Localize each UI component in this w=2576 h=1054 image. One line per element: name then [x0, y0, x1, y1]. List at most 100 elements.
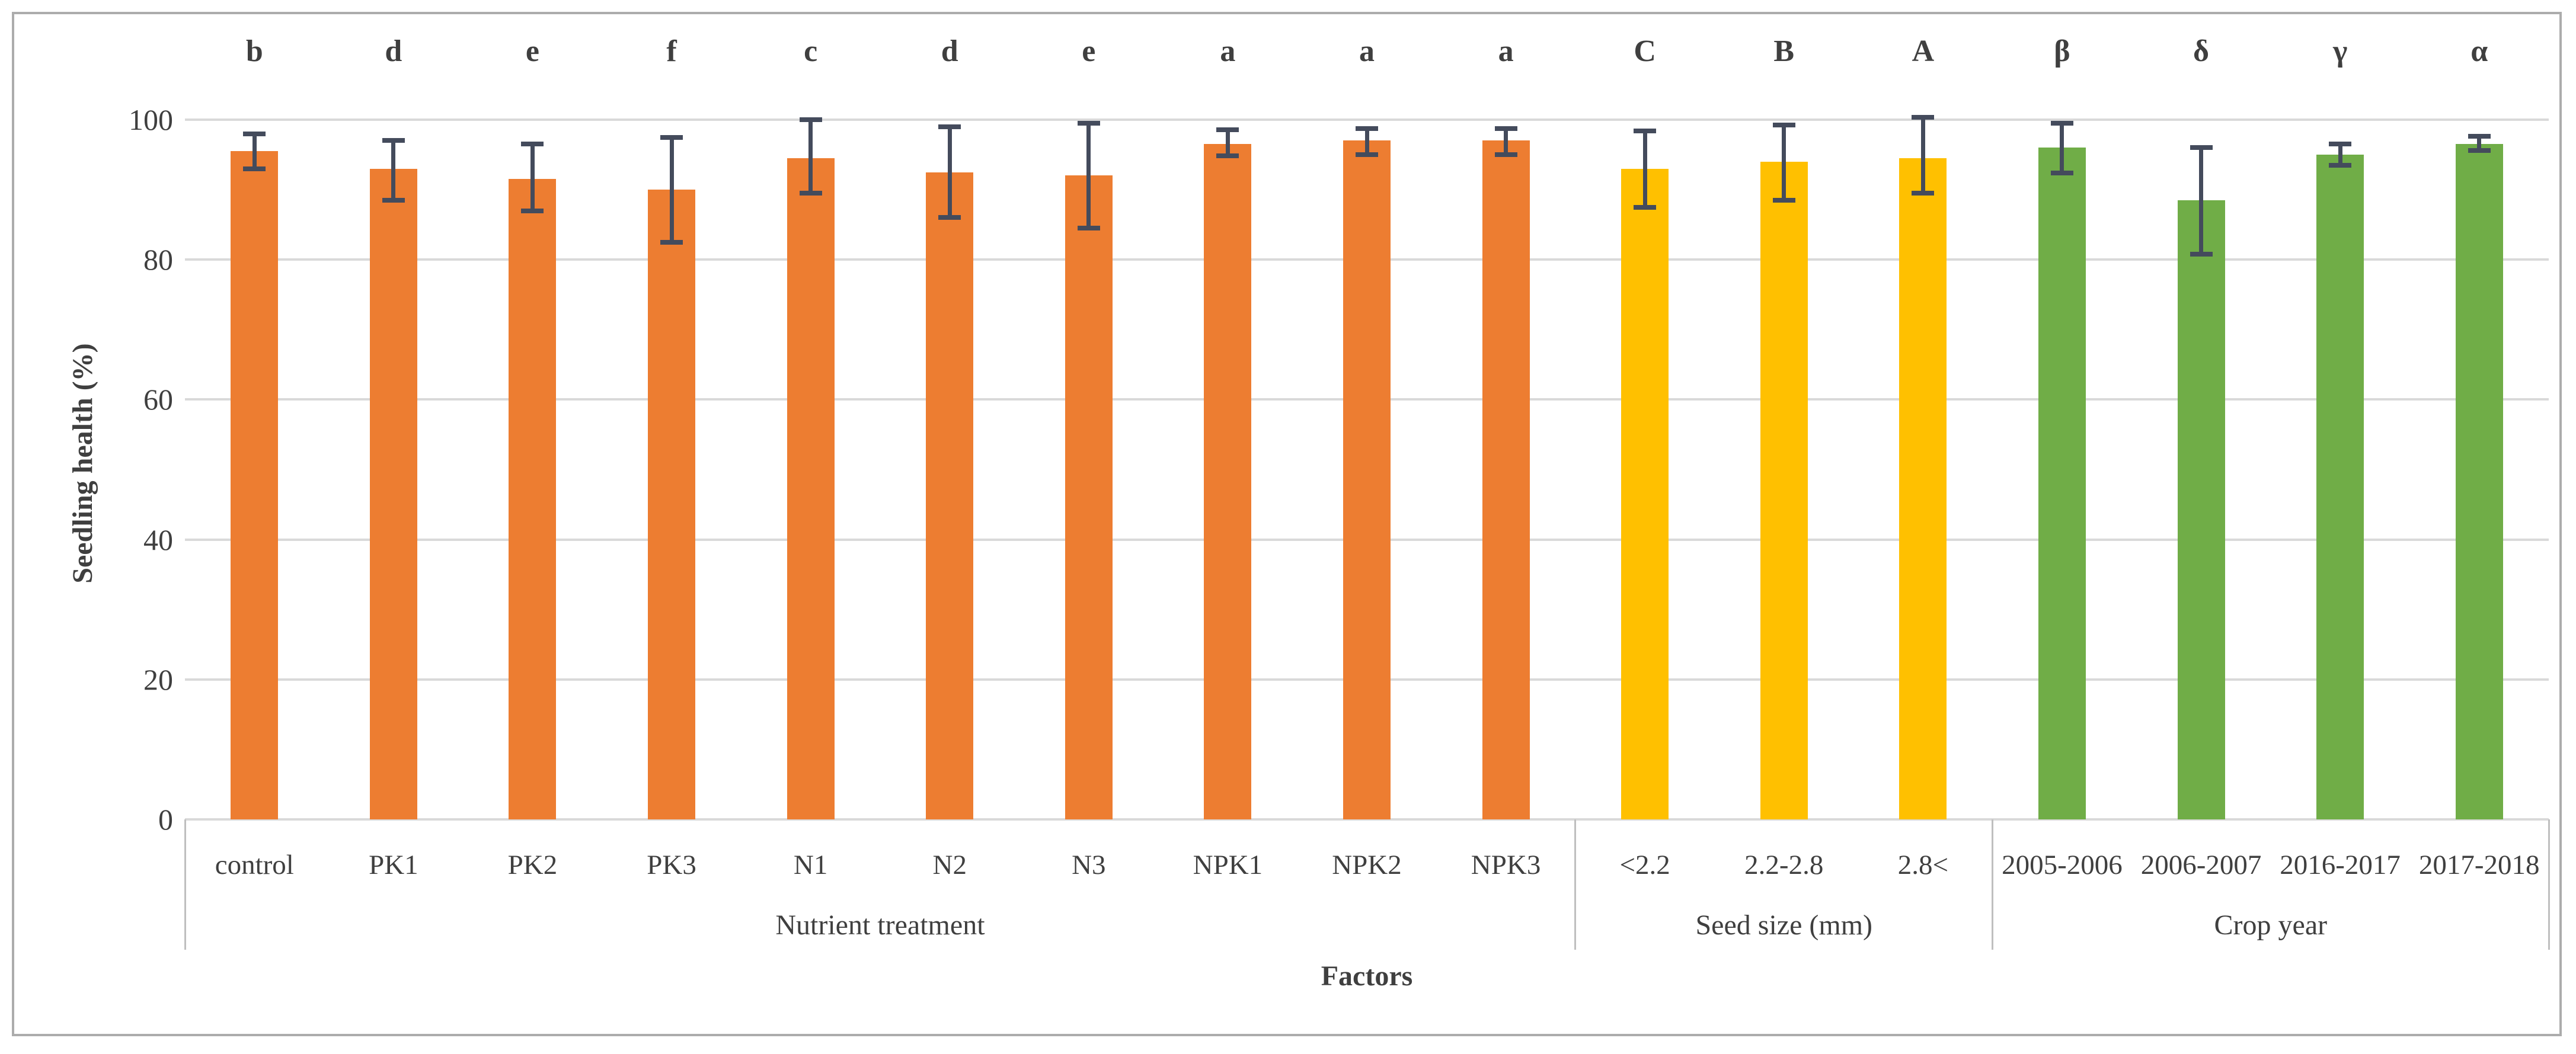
bar-N1 — [787, 158, 835, 819]
group-label-crop-year: Crop year — [2214, 909, 2328, 941]
error-bar-cap-bottom-2.8< — [1912, 191, 1935, 196]
error-bar-NPK3 — [1504, 129, 1508, 155]
error-bar-cap-top-N3 — [1077, 120, 1100, 126]
error-bar-cap-top-PK1 — [382, 138, 405, 143]
category-label-2.8<: 2.8< — [1897, 850, 1948, 880]
group-label-seed-size-(mm): Seed size (mm) — [1695, 909, 1873, 941]
sig-letter-2006-2007: δ — [2193, 34, 2210, 68]
sig-letter-N1: c — [804, 34, 818, 68]
category-label-control: control — [215, 850, 294, 880]
gridline-100 — [185, 118, 2549, 121]
error-bar-cap-bottom-2016-2017 — [2329, 162, 2352, 168]
category-label-NPK3: NPK3 — [1471, 850, 1541, 880]
bar-2017-2018 — [2455, 144, 2503, 819]
sig-letter-2.2-2.8: B — [1773, 34, 1795, 68]
error-bar-cap-top-2016-2017 — [2329, 142, 2352, 147]
error-bar-N2 — [947, 126, 952, 218]
error-bar-cap-bottom-NPK2 — [1356, 152, 1378, 158]
sig-letter-2005-2006: β — [2054, 34, 2070, 68]
error-bar-cap-bottom-PK1 — [382, 197, 405, 203]
category-label-N3: N3 — [1072, 850, 1106, 880]
error-bar-cap-top-PK3 — [660, 134, 683, 140]
error-bar-cap-top-2006-2007 — [2190, 145, 2213, 150]
error-bar-2006-2007 — [2199, 148, 2204, 254]
bar-2.8< — [1899, 158, 1947, 819]
error-bar-cap-bottom-NPK1 — [1216, 153, 1239, 159]
error-bar-cap-bottom-PK3 — [660, 239, 683, 245]
error-bar-cap-top-2.8< — [1912, 115, 1935, 120]
error-bar-cap-top-PK2 — [521, 142, 544, 147]
sig-letter-2016-2017: γ — [2332, 34, 2348, 68]
bar-2005-2006 — [2038, 148, 2086, 819]
error-bar-cap-bottom-2017-2018 — [2468, 148, 2491, 153]
y-tick-label-40: 40 — [143, 523, 173, 556]
error-bar-NPK1 — [1225, 129, 1230, 156]
category-label-<2.2: <2.2 — [1619, 850, 1670, 880]
error-bar-<2.2 — [1642, 130, 1647, 207]
bar-N2 — [926, 172, 974, 819]
bar-2016-2017 — [2316, 155, 2364, 819]
error-bar-cap-bottom-NPK3 — [1494, 152, 1517, 158]
y-axis-title: Seedling health (%) — [67, 343, 98, 584]
y-tick-label-20: 20 — [143, 662, 173, 696]
error-bar-cap-bottom-2.2-2.8 — [1772, 197, 1795, 203]
error-bar-cap-bottom-N1 — [799, 191, 822, 196]
error-bar-cap-top-2017-2018 — [2468, 134, 2491, 139]
gridline-0 — [185, 818, 2549, 821]
error-bar-cap-top-control — [243, 131, 266, 136]
sig-letter-N2: d — [941, 34, 958, 68]
bar-PK3 — [648, 190, 696, 819]
error-bar-cap-top-NPK2 — [1356, 126, 1378, 132]
error-bar-PK3 — [669, 137, 674, 242]
error-bar-N1 — [808, 120, 813, 193]
y-tick-label-60: 60 — [143, 383, 173, 417]
category-label-N2: N2 — [932, 850, 967, 880]
sig-letter-2017-2018: α — [2470, 34, 2488, 68]
category-label-N1: N1 — [793, 850, 828, 880]
error-bar-cap-top-N2 — [938, 124, 961, 129]
error-bar-cap-bottom-<2.2 — [1634, 204, 1657, 210]
error-bar-NPK2 — [1364, 129, 1369, 155]
bar-2.2-2.8 — [1760, 161, 1808, 819]
sig-letter-PK3: f — [666, 34, 677, 68]
sig-letter-PK2: e — [525, 34, 540, 68]
error-bar-cap-top-NPK1 — [1216, 127, 1239, 132]
x-axis-title: Factors — [1321, 960, 1413, 992]
error-bar-PK2 — [530, 144, 535, 211]
category-label-PK3: PK3 — [647, 850, 696, 880]
sig-letter-N3: e — [1082, 34, 1096, 68]
bar-2006-2007 — [2177, 200, 2225, 819]
category-label-2006-2007: 2006-2007 — [2140, 850, 2262, 880]
separator-after-nutrient-treatment — [1574, 819, 1577, 950]
category-label-NPK1: NPK1 — [1193, 850, 1263, 880]
y-tick-label-0: 0 — [158, 803, 173, 836]
sig-letter-PK1: d — [385, 34, 402, 68]
error-bar-cap-top-N1 — [799, 117, 822, 122]
category-label-NPK2: NPK2 — [1332, 850, 1402, 880]
error-bar-cap-bottom-N3 — [1077, 226, 1100, 231]
error-bar-cap-top-<2.2 — [1634, 128, 1657, 133]
separator-left — [184, 819, 186, 950]
y-tick-label-100: 100 — [129, 103, 173, 136]
bar-PK2 — [509, 179, 557, 819]
sig-letter-2.8<: A — [1912, 34, 1935, 68]
y-tick-label-80: 80 — [143, 243, 173, 277]
sig-letter-NPK1: a — [1220, 34, 1236, 68]
error-bar-2005-2006 — [2060, 123, 2064, 173]
sig-letter-NPK2: a — [1359, 34, 1375, 68]
error-bar-2016-2017 — [2338, 144, 2342, 165]
category-label-PK2: PK2 — [507, 850, 558, 880]
error-bar-cap-top-NPK3 — [1494, 126, 1517, 132]
sig-letter-<2.2: C — [1634, 34, 1656, 68]
bar-NPK2 — [1343, 140, 1391, 819]
separator-after-seed-size-(mm) — [1992, 819, 1994, 950]
error-bar-PK1 — [391, 140, 396, 200]
error-bar-cap-bottom-PK2 — [521, 208, 544, 213]
error-bar-cap-bottom-N2 — [938, 215, 961, 220]
error-bar-2.2-2.8 — [1782, 125, 1786, 200]
error-bar-2017-2018 — [2477, 136, 2482, 150]
category-label-2005-2006: 2005-2006 — [2002, 850, 2123, 880]
category-label-2017-2018: 2017-2018 — [2418, 850, 2540, 880]
sig-letter-NPK3: a — [1498, 34, 1514, 68]
